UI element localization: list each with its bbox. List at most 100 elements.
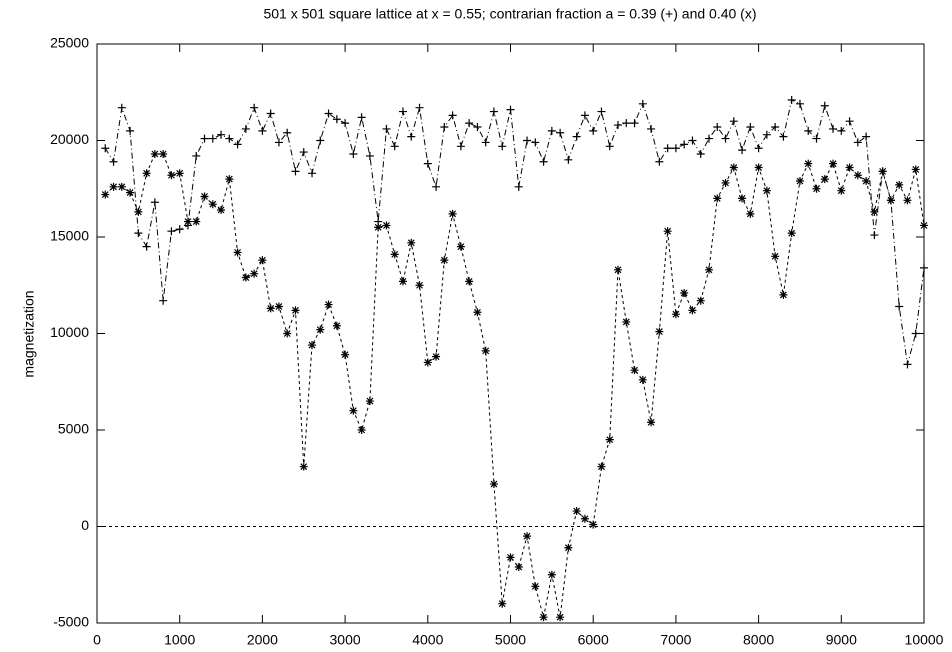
point-marker (680, 288, 689, 297)
point-marker (117, 103, 126, 112)
x-tick-label: 8000 (743, 632, 774, 648)
point-marker (175, 169, 184, 178)
point-marker (481, 346, 490, 355)
point-marker (324, 109, 333, 118)
x-tick-label: 0 (93, 632, 101, 648)
point-marker (473, 308, 482, 317)
point-marker (746, 209, 755, 218)
point-marker (506, 553, 515, 562)
x-tick-label: 4000 (412, 632, 443, 648)
point-marker (415, 281, 424, 290)
point-marker (134, 229, 143, 238)
point-marker (390, 142, 399, 151)
point-marker (167, 227, 176, 236)
point-marker (647, 124, 656, 133)
point-marker (589, 520, 598, 529)
point-marker (233, 140, 242, 149)
point-marker (547, 126, 556, 135)
point-marker (580, 111, 589, 120)
point-marker (167, 171, 176, 180)
point-marker (713, 194, 722, 203)
point-marker (589, 126, 598, 135)
point-marker (862, 132, 871, 141)
point-marker (655, 157, 664, 166)
point-marker (142, 169, 151, 178)
point-marker (489, 107, 498, 116)
y-tick-label: 25000 (50, 35, 89, 51)
point-marker (481, 138, 490, 147)
series-line (104, 153, 925, 618)
point-marker (754, 163, 763, 172)
point-marker (283, 128, 292, 137)
point-marker (150, 150, 159, 159)
point-marker (250, 269, 259, 278)
point-marker (829, 159, 838, 168)
point-marker (862, 177, 871, 186)
point-marker (241, 124, 250, 133)
point-marker (762, 130, 771, 139)
point-marker (126, 126, 135, 135)
point-marker (771, 122, 780, 131)
point-marker (291, 306, 300, 315)
point-marker (704, 134, 713, 143)
point-marker (630, 119, 639, 128)
point-marker (870, 231, 879, 240)
point-marker (779, 290, 788, 299)
point-marker (514, 563, 523, 572)
point-marker (853, 171, 862, 180)
point-marker (448, 209, 457, 218)
point-marker (572, 132, 581, 141)
point-marker (440, 256, 449, 265)
point-marker (217, 205, 226, 214)
point-marker (200, 192, 209, 201)
point-marker (539, 157, 548, 166)
point-marker (291, 167, 300, 176)
x-tick-label: 1000 (164, 632, 195, 648)
point-marker (398, 277, 407, 286)
point-marker (572, 507, 581, 516)
point-marker (349, 406, 358, 415)
point-marker (903, 196, 912, 205)
point-marker (845, 163, 854, 172)
point-marker (316, 136, 325, 145)
point-marker (804, 159, 813, 168)
point-marker (531, 138, 540, 147)
point-marker (432, 182, 441, 191)
point-marker (357, 426, 366, 434)
point-marker (820, 101, 829, 110)
point-marker (895, 302, 904, 311)
point-marker (274, 302, 283, 311)
point-marker (258, 256, 267, 265)
point-marker (398, 107, 407, 116)
point-marker (299, 148, 308, 157)
point-marker (523, 136, 532, 145)
point-marker (473, 122, 482, 131)
point-marker (729, 117, 738, 126)
point-marker (812, 134, 821, 143)
point-marker (729, 163, 738, 172)
point-marker (374, 223, 383, 232)
point-marker (614, 121, 623, 130)
point-marker (911, 329, 920, 338)
point-marker (853, 138, 862, 147)
point-marker (837, 126, 846, 135)
point-marker (440, 122, 449, 131)
point-marker (721, 134, 730, 143)
point-marker (506, 105, 515, 114)
y-axis-label: magnetization (21, 290, 37, 377)
x-tick-label: 3000 (330, 632, 361, 648)
point-marker (920, 221, 928, 230)
point-marker (820, 175, 829, 184)
point-marker (671, 144, 680, 153)
point-marker (233, 248, 242, 257)
point-marker (671, 310, 680, 319)
point-marker (498, 142, 507, 151)
point-marker (878, 167, 887, 176)
point-marker (837, 186, 846, 195)
point-marker (341, 119, 350, 128)
point-marker (109, 182, 118, 191)
point-marker (432, 352, 441, 361)
point-marker (225, 134, 234, 143)
point-marker (663, 144, 672, 153)
